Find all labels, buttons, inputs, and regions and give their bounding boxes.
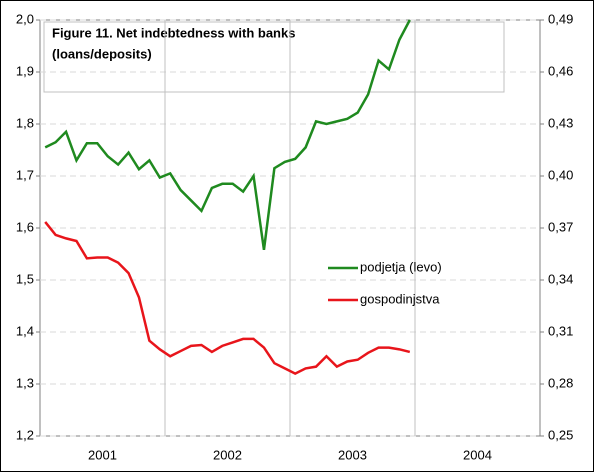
y-tick-label: 1,7 — [16, 167, 34, 182]
y-tick-label: 1,3 — [16, 375, 34, 390]
series-line — [44, 19, 411, 251]
y-tick-label: 1,9 — [16, 63, 34, 78]
y2-tick-label: 0,46 — [548, 63, 573, 78]
y-tick-label: 1,8 — [16, 115, 34, 130]
y2-tick-label: 0,43 — [548, 115, 573, 130]
chart-title: Figure 11. Net indebtedness with banks — [52, 25, 295, 40]
series-line — [44, 221, 411, 375]
x-tick-label: 2003 — [338, 447, 367, 462]
y2-tick-label: 0,31 — [548, 323, 573, 338]
y2-tick-label: 0,34 — [548, 271, 573, 286]
y-tick-label: 1,5 — [16, 271, 34, 286]
legend-label: gospodinjstva — [360, 291, 440, 306]
y-tick-label: 1,4 — [16, 323, 34, 338]
x-tick-label: 2004 — [463, 447, 492, 462]
y2-tick-label: 0,40 — [548, 167, 573, 182]
chart-subtitle: (loans/deposits) — [52, 46, 152, 61]
x-tick-label: 2002 — [213, 447, 242, 462]
y2-tick-label: 0,28 — [548, 375, 573, 390]
title-box — [43, 21, 505, 93]
y2-tick-label: 0,25 — [548, 427, 573, 442]
y2-tick-label: 0,37 — [548, 219, 573, 234]
x-tick-label: 2001 — [88, 447, 117, 462]
y-tick-label: 1,6 — [16, 219, 34, 234]
y-tick-label: 2,0 — [16, 11, 34, 26]
y2-tick-label: 0,49 — [548, 11, 573, 26]
legend-label: podjetja (levo) — [360, 259, 442, 274]
y-tick-label: 1,2 — [16, 427, 34, 442]
